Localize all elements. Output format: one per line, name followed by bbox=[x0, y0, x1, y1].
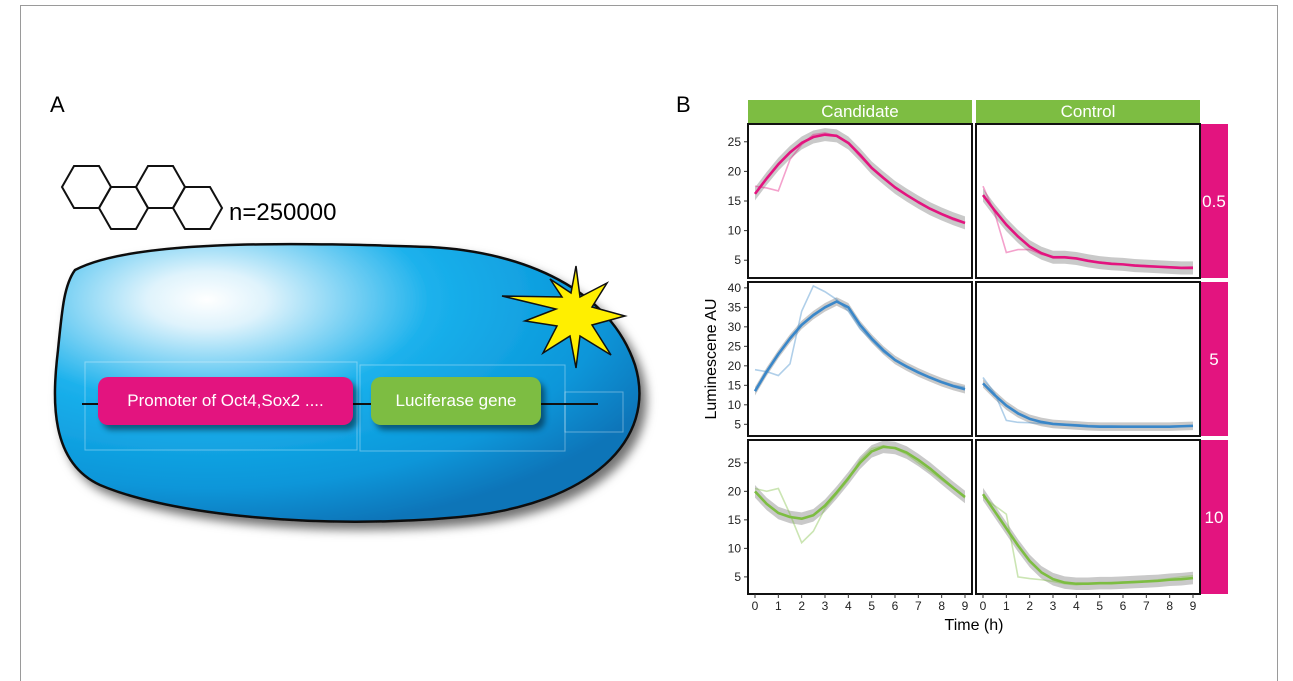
panel-border bbox=[747, 123, 973, 279]
x-tick-label: 6 bbox=[1120, 599, 1127, 613]
y-tick-label: 25 bbox=[728, 339, 742, 353]
panel-series-group bbox=[982, 377, 1194, 431]
x-tick-label: 5 bbox=[868, 599, 875, 613]
promoter-box: Promoter of Oct4,Sox2 .... bbox=[98, 377, 353, 425]
smooth-series-line bbox=[982, 382, 1194, 428]
y-tick-label: 5 bbox=[734, 253, 741, 267]
y-tick-label: 30 bbox=[728, 320, 742, 334]
facet-strip-row-0.5 bbox=[1200, 124, 1228, 278]
y-tick-label: 5 bbox=[734, 570, 741, 584]
facet-strip-row-5 bbox=[1200, 282, 1228, 436]
y-tick-label: 5 bbox=[734, 417, 741, 431]
panel-background bbox=[976, 440, 1200, 594]
luciferase-gene-box: Luciferase gene bbox=[371, 377, 541, 425]
x-tick-label: 0 bbox=[752, 599, 759, 613]
panel-series-group bbox=[753, 284, 966, 396]
panel-background bbox=[976, 282, 1200, 436]
x-tick-label: 2 bbox=[1026, 599, 1033, 613]
x-tick-label: 7 bbox=[1143, 599, 1150, 613]
x-tick-label: 3 bbox=[1050, 599, 1057, 613]
raw-series-line bbox=[754, 444, 966, 545]
y-tick-label: 25 bbox=[728, 135, 742, 149]
panel-border bbox=[747, 281, 973, 437]
confidence-band bbox=[983, 487, 1193, 591]
panel-series-group bbox=[753, 128, 966, 230]
y-tick-label: 15 bbox=[728, 378, 742, 392]
x-tick-label: 0 bbox=[980, 599, 987, 613]
cell-cluster-icon bbox=[60, 165, 224, 230]
panel-a-illustration bbox=[53, 165, 641, 523]
facet-row-label: 10 bbox=[1205, 508, 1224, 527]
y-tick-label: 10 bbox=[728, 398, 742, 412]
x-tick-label: 3 bbox=[822, 599, 829, 613]
x-axis-title: Time (h) bbox=[945, 617, 1004, 634]
confidence-band bbox=[755, 440, 965, 525]
panel-series-group bbox=[981, 185, 1194, 275]
x-tick-label: 1 bbox=[1003, 599, 1010, 613]
x-tick-label: 8 bbox=[938, 599, 945, 613]
panel-border bbox=[975, 123, 1201, 279]
smooth-series-line bbox=[754, 445, 966, 521]
y-tick-label: 25 bbox=[728, 456, 742, 470]
panel-background bbox=[748, 282, 972, 436]
luminescence-chart: Candidate Control0.5510152025551015202530… bbox=[703, 100, 1228, 634]
y-tick-label: 20 bbox=[728, 164, 742, 178]
panel-series-group bbox=[981, 487, 1194, 591]
confidence-band bbox=[983, 379, 1193, 431]
cell-count-label: n=250000 bbox=[229, 199, 337, 226]
y-tick-label: 40 bbox=[728, 281, 742, 295]
y-tick-label: 10 bbox=[728, 224, 742, 238]
x-tick-label: 2 bbox=[798, 599, 805, 613]
y-tick-label: 15 bbox=[728, 194, 742, 208]
panel-border bbox=[975, 281, 1201, 437]
panel-border bbox=[975, 439, 1201, 595]
panel-b-label: B bbox=[676, 92, 691, 117]
y-axis-title: Luminescene AU bbox=[703, 299, 720, 420]
construct-guides bbox=[84, 361, 624, 452]
smooth-series-line bbox=[981, 493, 1194, 586]
panel-background bbox=[976, 124, 1200, 278]
facet-strip-label: Control bbox=[1061, 102, 1116, 121]
y-tick-label: 35 bbox=[728, 300, 742, 314]
y-tick-label: 20 bbox=[728, 359, 742, 373]
x-tick-label: 5 bbox=[1096, 599, 1103, 613]
facet-row-label: 0.5 bbox=[1202, 192, 1226, 211]
panel-series-group bbox=[754, 440, 966, 545]
panel-background bbox=[748, 124, 972, 278]
x-tick-label: 8 bbox=[1166, 599, 1173, 613]
x-tick-label: 9 bbox=[962, 599, 969, 613]
confidence-band bbox=[755, 128, 965, 230]
x-tick-label: 9 bbox=[1190, 599, 1197, 613]
x-tick-label: 4 bbox=[1073, 599, 1080, 613]
smooth-series-line bbox=[753, 300, 966, 392]
confidence-band bbox=[983, 188, 1193, 275]
x-tick-label: 7 bbox=[915, 599, 922, 613]
y-tick-label: 20 bbox=[728, 484, 742, 498]
y-tick-label: 15 bbox=[728, 513, 742, 527]
smooth-series-line bbox=[753, 133, 966, 225]
facet-strip-label: Candidate bbox=[821, 102, 899, 121]
x-tick-label: 4 bbox=[845, 599, 852, 613]
panel-border bbox=[747, 439, 973, 595]
smooth-series-line bbox=[981, 194, 1193, 270]
facet-strip-row-10 bbox=[1200, 440, 1228, 594]
luminescence-star-icon bbox=[501, 265, 628, 369]
facet-row-label: 5 bbox=[1209, 350, 1218, 369]
facet-strip-candidate bbox=[748, 100, 972, 123]
facet-strip-control bbox=[976, 100, 1200, 123]
panel-a-label: A bbox=[50, 92, 65, 117]
y-tick-label: 10 bbox=[728, 541, 742, 555]
x-tick-label: 1 bbox=[775, 599, 782, 613]
x-tick-label: 6 bbox=[892, 599, 899, 613]
figure-frame bbox=[20, 5, 1278, 681]
